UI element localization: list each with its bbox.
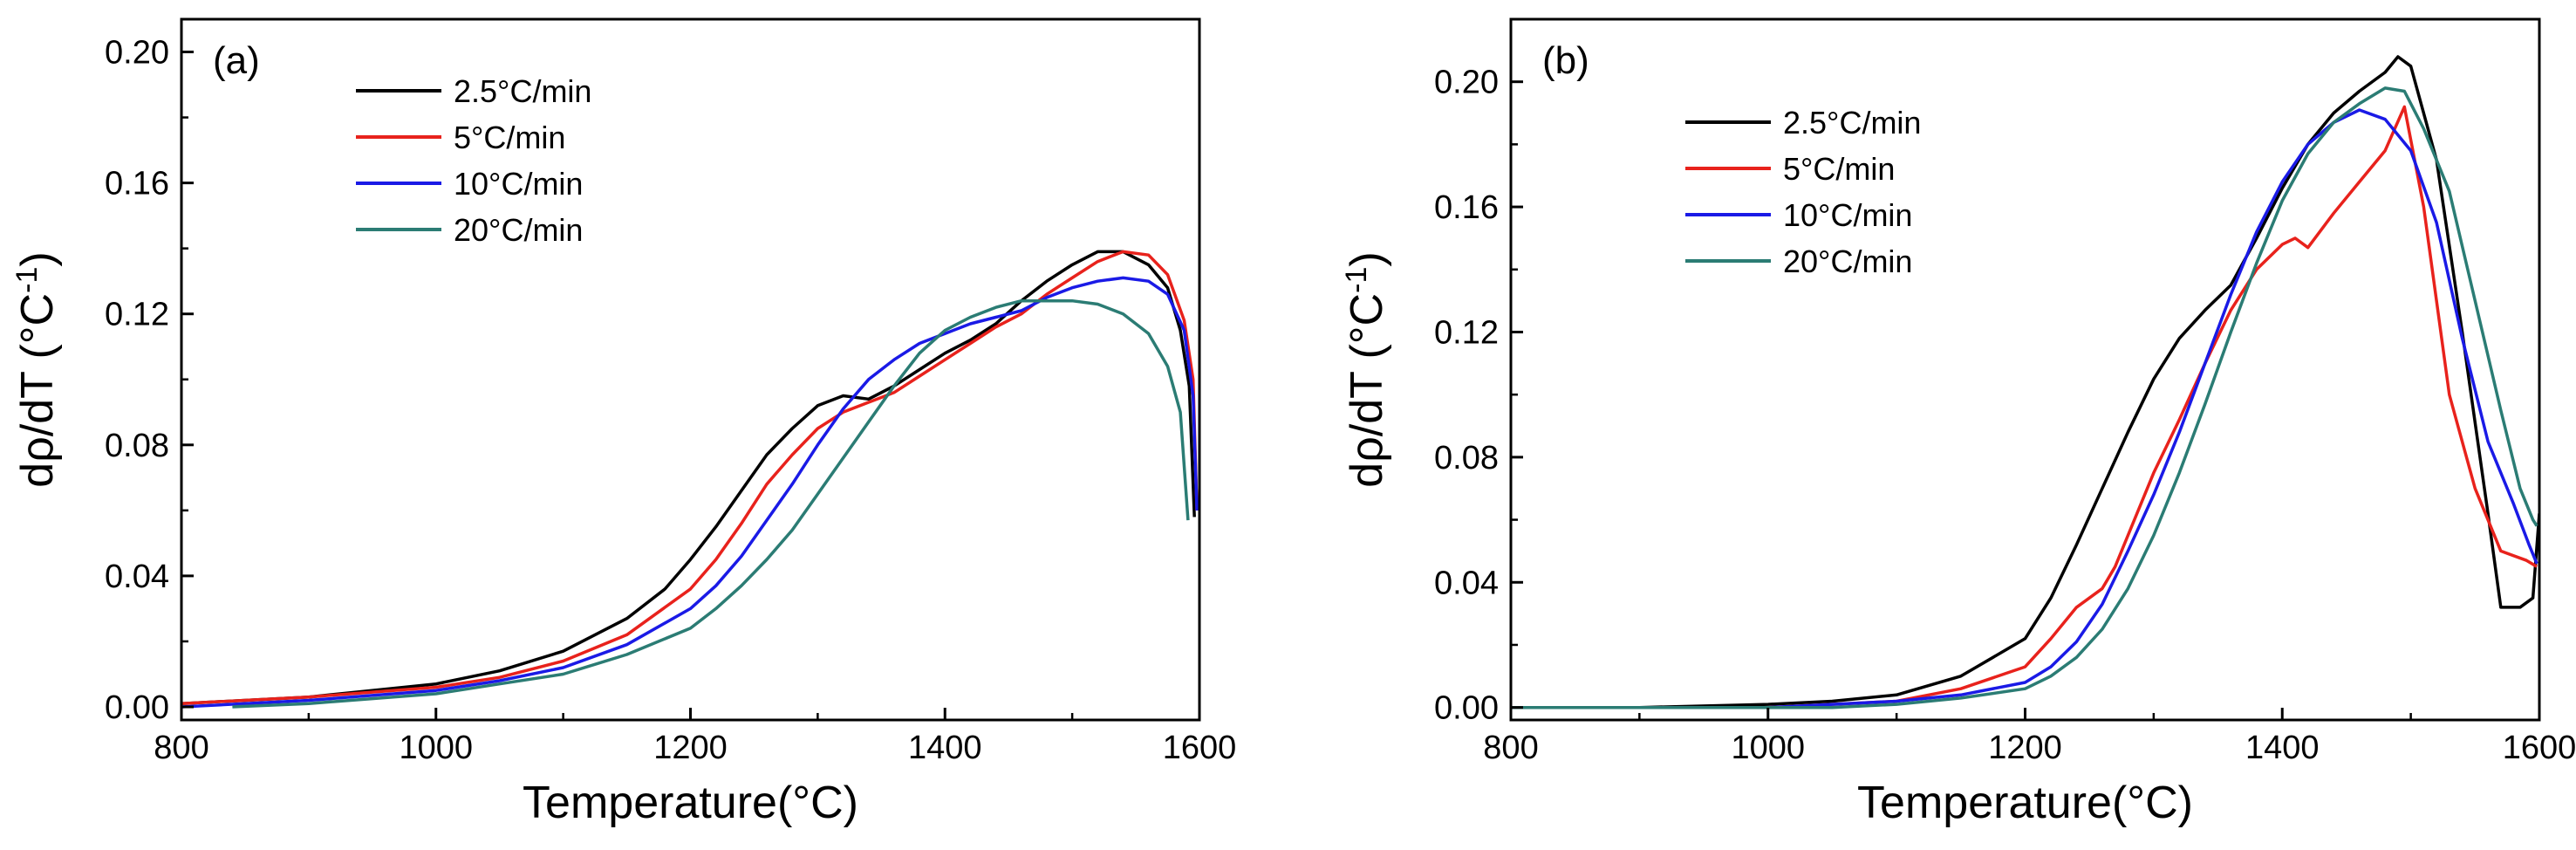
y-tick-label: 0.00 (105, 689, 169, 726)
x-tick-label: 1600 (2503, 730, 2576, 766)
legend-label-4: 20°C/min (1783, 243, 1912, 279)
series-line-1 (181, 250, 1196, 705)
plot-frame (180, 17, 1201, 722)
series-line-2 (1511, 105, 2538, 709)
y-axis-title-superscript: -1 (1340, 267, 1373, 293)
x-tick-label: 1400 (908, 730, 982, 766)
x-tick-label: 800 (1483, 730, 1538, 766)
legend-label-2: 5°C/min (1783, 151, 1895, 187)
y-axis-title: dρ/dT (°C-1) (1340, 251, 1392, 487)
y-axis-title-close: ) (12, 251, 63, 266)
series-line-3 (1511, 108, 2538, 709)
series-line-1 (1511, 55, 2539, 709)
series-line-4 (232, 298, 1190, 709)
y-tick-label: 0.16 (105, 166, 169, 202)
y-axis-title: dρ/dT (°C-1) (10, 251, 63, 487)
series-group (181, 250, 1199, 709)
legend: 2.5°C/min 5°C/min 10°C/min 20°C/min (356, 73, 591, 248)
legend-label-2: 5°C/min (454, 120, 565, 155)
legend: 2.5°C/min 5°C/min 10°C/min 20°C/min (1685, 105, 1921, 279)
x-tick-label: 1200 (1988, 730, 2062, 766)
legend-label-4: 20°C/min (454, 212, 583, 248)
y-tick-label: 0.04 (1434, 565, 1499, 601)
x-tick-label: 1400 (2245, 730, 2320, 766)
y-tick-label: 0.20 (1434, 65, 1499, 101)
legend-label-3: 10°C/min (454, 166, 583, 202)
plot-frame (1509, 17, 2541, 722)
panel-label: (b) (1542, 39, 1589, 82)
x-axis-title: Temperature(°C) (1857, 778, 2193, 828)
y-tick-label: 0.12 (105, 297, 169, 333)
y-tick-label: 0.08 (1434, 440, 1499, 476)
x-tick-label: 1200 (653, 730, 728, 766)
series-group (1511, 55, 2539, 709)
y-tick-label: 0.04 (105, 559, 169, 595)
x-tick-label: 1000 (399, 730, 473, 766)
x-tick-label: 800 (154, 730, 208, 766)
y-axis-title-main: dρ/dT (°C (12, 293, 63, 488)
series-line-3 (181, 276, 1199, 709)
x-tick-label: 1600 (1163, 730, 1237, 766)
series-line-4 (1511, 86, 2538, 709)
legend-label-1: 2.5°C/min (454, 73, 591, 109)
chart-panel-a: 800 1000 1200 1400 1600 0.00 0.04 0.08 0.12 0.16 0… (10, 17, 1237, 828)
y-axis-title-main: dρ/dT (°C (1342, 293, 1392, 488)
y-tick-label: 0.20 (105, 35, 169, 72)
x-axis-title: Temperature(°C) (523, 778, 858, 828)
y-axis-title-superscript: -1 (10, 267, 44, 293)
legend-label-1: 2.5°C/min (1783, 105, 1921, 141)
panel-label: (a) (213, 39, 260, 82)
x-tick-label: 1000 (1731, 730, 1805, 766)
legend-label-3: 10°C/min (1783, 197, 1912, 233)
series-line-2 (181, 250, 1199, 705)
y-axis-title-close: ) (1342, 251, 1392, 266)
y-tick-label: 0.12 (1434, 314, 1499, 351)
y-tick-label: 0.08 (105, 428, 169, 464)
y-tick-label: 0.00 (1434, 690, 1499, 727)
chart-panel-b: 800 1000 1200 1400 1600 0.00 0.04 0.08 0.12 0.16 0… (1340, 17, 2576, 828)
y-tick-label: 0.16 (1434, 189, 1499, 226)
